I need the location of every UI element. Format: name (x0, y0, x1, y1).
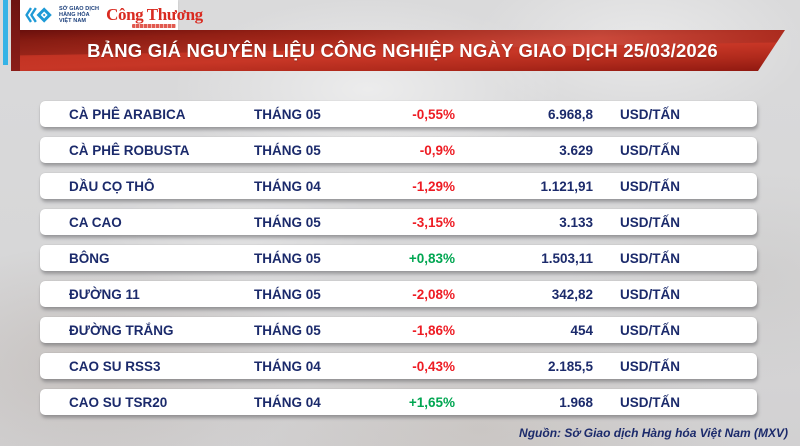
commodity-row: CAO SU TSR20 THÁNG 04 +1,65% 1.968 USD/T… (40, 389, 757, 415)
commodity-name: DẦU CỌ THÔ (69, 178, 155, 194)
commodity-row: DẦU CỌ THÔ THÁNG 04 -1,29% 1.121,91 USD/… (40, 173, 757, 199)
price-unit: USD/TẤN (620, 106, 680, 122)
contract-month: THÁNG 05 (254, 106, 321, 122)
commodity-row: CÀ PHÊ ROBUSTA THÁNG 05 -0,9% 3.629 USD/… (40, 137, 757, 163)
change-percent: -1,29% (412, 178, 455, 194)
change-percent: -3,15% (412, 214, 455, 230)
commodity-row: CÀ PHÊ ARABICA THÁNG 05 -0,55% 6.968,8 U… (40, 101, 757, 127)
change-percent: +1,65% (408, 394, 455, 410)
commodity-row: ĐƯỜNG 11 THÁNG 05 -2,08% 342,82 USD/TẤN (40, 281, 757, 307)
price-value: 3.133 (559, 214, 593, 230)
commodity-name: CÀ PHÊ ROBUSTA (69, 142, 190, 158)
commodity-name: CA CAO (69, 214, 122, 230)
price-value: 1.503,11 (541, 250, 593, 266)
price-value: 3.629 (559, 142, 593, 158)
change-percent: -0,43% (412, 358, 455, 374)
cong-thuong-logo: Công Thương (106, 6, 203, 28)
commodity-row: ĐƯỜNG TRẮNG THÁNG 05 -1,86% 454 USD/TẤN (40, 317, 757, 343)
logo-plate: SỞ GIAO DỊCH HÀNG HÓA VIỆT NAM Công Thươ… (20, 0, 203, 30)
contract-month: THÁNG 05 (254, 286, 321, 302)
price-value: 454 (570, 322, 593, 338)
price-value: 1.121,91 (540, 178, 593, 194)
price-value: 2.185,5 (547, 358, 593, 374)
cong-thuong-tagline-bar (132, 24, 177, 28)
left-accent-stripe-cyan (3, 0, 8, 65)
price-unit: USD/TẤN (620, 286, 680, 302)
price-value: 342,82 (551, 286, 593, 302)
price-unit: USD/TẤN (620, 322, 680, 338)
mxv-logo: SỞ GIAO DỊCH HÀNG HÓA VIỆT NAM (24, 6, 99, 24)
change-percent: -1,86% (412, 322, 455, 338)
mxv-diamond-icon (24, 6, 56, 24)
change-percent: -0,55% (412, 106, 455, 122)
price-unit: USD/TẤN (620, 358, 680, 374)
commodity-row: CAO SU RSS3 THÁNG 04 -0,43% 2.185,5 USD/… (40, 353, 757, 379)
mxv-logo-text: SỞ GIAO DỊCH HÀNG HÓA VIỆT NAM (59, 6, 100, 24)
left-accent-stripe-maroon (11, 0, 20, 71)
contract-month: THÁNG 04 (254, 394, 321, 410)
price-unit: USD/TẤN (620, 250, 680, 266)
commodity-row: CA CAO THÁNG 05 -3,15% 3.133 USD/TẤN (40, 209, 757, 235)
price-value: 1.968 (559, 394, 593, 410)
commodity-name: CAO SU RSS3 (69, 358, 161, 374)
price-unit: USD/TẤN (620, 178, 680, 194)
commodity-name: BÔNG (69, 250, 110, 266)
price-unit: USD/TẤN (620, 214, 680, 230)
price-unit: USD/TẤN (620, 142, 680, 158)
change-percent: -0,9% (419, 142, 455, 158)
change-percent: +0,83% (408, 250, 455, 266)
contract-month: THÁNG 05 (254, 214, 321, 230)
price-unit: USD/TẤN (620, 394, 680, 410)
commodity-name: CÀ PHÊ ARABICA (69, 106, 186, 122)
contract-month: THÁNG 05 (254, 322, 321, 338)
price-table: CÀ PHÊ ARABICA THÁNG 05 -0,55% 6.968,8 U… (40, 101, 757, 425)
change-percent: -2,08% (412, 286, 455, 302)
contract-month: THÁNG 05 (254, 142, 321, 158)
contract-month: THÁNG 04 (254, 358, 321, 374)
source-note: Nguồn: Sở Giao dịch Hàng hóa Việt Nam (M… (519, 426, 788, 440)
title-banner: BẢNG GIÁ NGUYÊN LIỆU CÔNG NGHIỆP NGÀY GI… (20, 30, 785, 71)
commodity-name: ĐƯỜNG TRẮNG (69, 322, 174, 338)
contract-month: THÁNG 04 (254, 178, 321, 194)
price-value: 6.968,8 (547, 106, 593, 122)
contract-month: THÁNG 05 (254, 250, 321, 266)
commodity-row: BÔNG THÁNG 05 +0,83% 1.503,11 USD/TẤN (40, 245, 757, 271)
page-title: BẢNG GIÁ NGUYÊN LIỆU CÔNG NGHIỆP NGÀY GI… (87, 39, 718, 61)
commodity-name: CAO SU TSR20 (69, 394, 168, 410)
commodity-name: ĐƯỜNG 11 (69, 286, 140, 302)
